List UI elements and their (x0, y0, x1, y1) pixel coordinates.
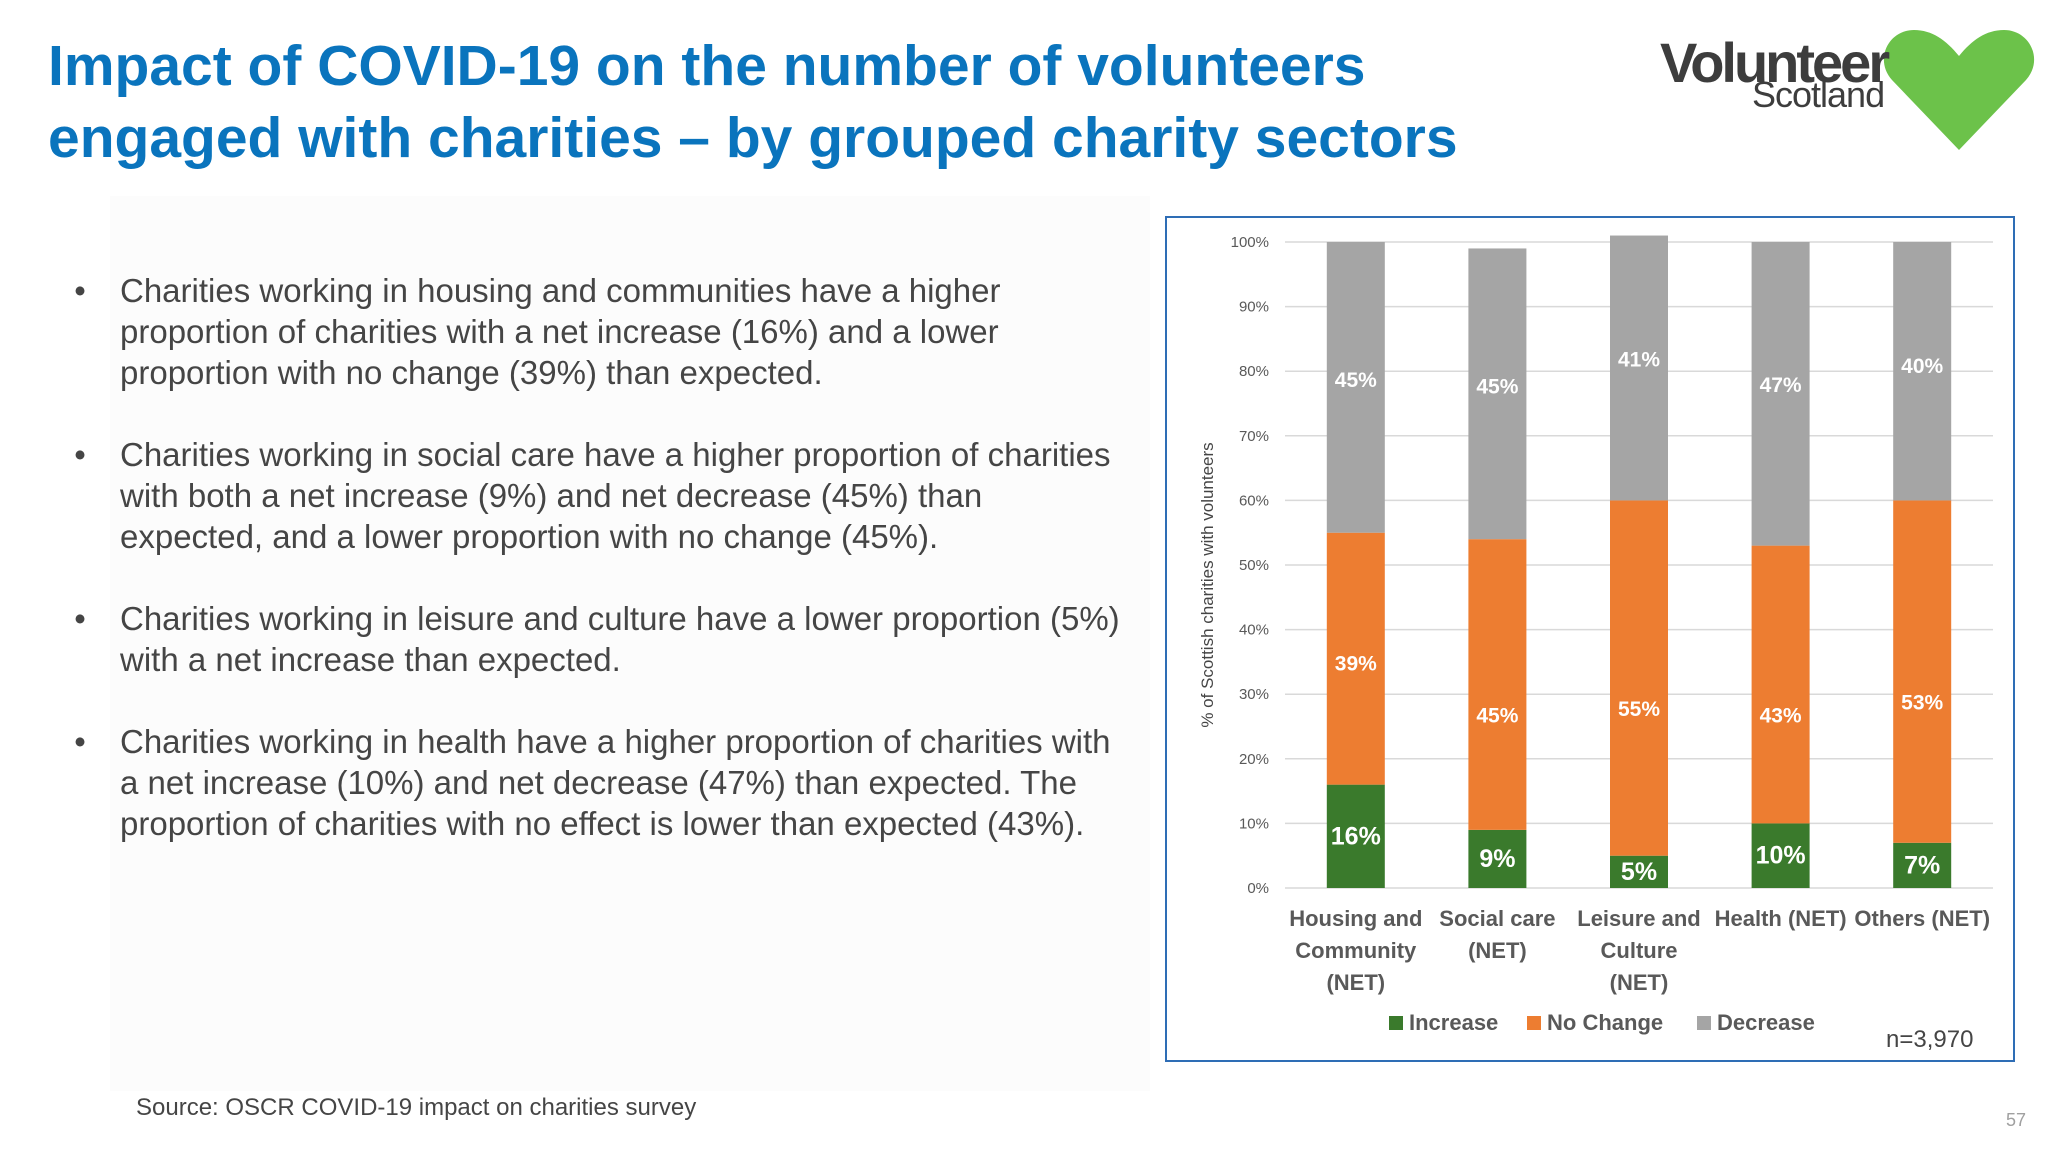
bar-segment-decrease (1610, 235, 1668, 501)
bar-segment-decrease (1326, 242, 1385, 533)
bar-segment-increase (1326, 784, 1385, 888)
bar-segment-decrease (1751, 242, 1810, 546)
y-tick-label: 100% (1231, 234, 1269, 251)
legend-label: Increase (1409, 1010, 1498, 1035)
x-category-label: Others (NET) (1854, 906, 1990, 931)
data-label: 10% (1756, 842, 1806, 870)
bullet-dot: • (74, 272, 86, 309)
volunteer-scotland-logo: Volunteer Scotland (1660, 22, 2040, 152)
sample-size-label: n=3,970 (1886, 1026, 1974, 1053)
x-category-label: Social care (1439, 906, 1555, 931)
data-label: 7% (1904, 851, 1940, 879)
x-category-label: Community (1295, 938, 1417, 963)
chart-frame: 0% 10% 20% 30% 40% 50% 60% 70% 80% 90% 100% % of Sc… (1165, 216, 2015, 1062)
x-category-label: Health (NET) (1715, 906, 1847, 931)
x-category-label: Housing and (1289, 906, 1422, 931)
logo-sub: Scotland (1752, 74, 1885, 115)
y-tick-label: 40% (1239, 622, 1269, 639)
bar-segment-increase (1610, 855, 1668, 888)
slide-title: Impact of COVID-19 on the number of volu… (48, 30, 1608, 174)
data-label: 47% (1760, 374, 1802, 397)
legend-swatch (1389, 1016, 1403, 1030)
y-tick-label: 70% (1239, 428, 1269, 445)
bar-segment-no-change (1468, 539, 1527, 830)
x-category-label: Leisure and (1577, 906, 1700, 931)
bullet-dot: • (74, 723, 86, 760)
bar-segment-decrease (1468, 248, 1527, 540)
data-label: 45% (1335, 369, 1377, 392)
page-number: 57 (2005, 1110, 2026, 1130)
logo-word: Volunteer (1660, 31, 1890, 94)
x-category-label: (NET) (1468, 938, 1527, 963)
bar-segment-no-change (1751, 545, 1810, 824)
bar-segment-no-change (1610, 500, 1668, 856)
bullet-dot: • (74, 600, 86, 637)
stacked-bar-chart: 0% 10% 20% 30% 40% 50% 60% 70% 80% 90% 100% % of Sc… (1198, 234, 1993, 1035)
legend-swatch (1527, 1016, 1541, 1030)
x-category-label: Culture (1601, 938, 1678, 963)
bar-segment-decrease (1893, 242, 1952, 501)
data-label: 16% (1331, 822, 1381, 850)
bullet-text: Charities working in leisure and culture… (120, 600, 1120, 678)
data-label: 41% (1618, 349, 1660, 372)
title-line-1: Impact of COVID-19 on the number of volu… (48, 34, 1366, 98)
data-label: 45% (1476, 375, 1518, 398)
y-tick-label: 30% (1239, 686, 1269, 703)
y-tick-label: 0% (1247, 880, 1269, 897)
data-label: 5% (1621, 858, 1657, 886)
bullet-dot: • (74, 436, 86, 473)
bar-segment-increase (1468, 829, 1527, 888)
bar-segment-no-change (1893, 500, 1952, 843)
bullet-item: • Charities working in health have a high… (70, 721, 1130, 844)
y-tick-label: 80% (1239, 363, 1269, 380)
legend-label: Decrease (1717, 1010, 1815, 1035)
legend-label: No Change (1547, 1010, 1663, 1035)
heart-icon (1883, 30, 2035, 150)
bar-segment-no-change (1326, 532, 1385, 785)
data-label: 45% (1476, 705, 1518, 728)
bullet-text: Charities working in housing and communi… (120, 272, 1001, 391)
bullet-item: • Charities working in leisure and cultur… (70, 598, 1130, 680)
bullet-item: • Charities working in social care have a… (70, 434, 1130, 557)
title-line-2: engaged with charities – by grouped char… (48, 106, 1458, 170)
x-category-label: (NET) (1610, 970, 1669, 995)
legend-swatch (1697, 1016, 1711, 1030)
text-panel (110, 196, 1150, 1091)
bar-segment-increase (1893, 842, 1952, 888)
data-label: 55% (1618, 698, 1660, 721)
y-tick-label: 10% (1239, 815, 1269, 832)
data-label: 40% (1901, 355, 1943, 378)
x-category-label: (NET) (1326, 970, 1385, 995)
source-note: Source: OSCR COVID-19 impact on charitie… (136, 1094, 697, 1121)
y-axis-title: % of Scottish charities with volunteers (1198, 442, 1217, 727)
y-tick-label: 90% (1239, 299, 1269, 316)
y-tick-label: 50% (1239, 557, 1269, 574)
bullet-text: Charities working in social care have a … (120, 436, 1111, 555)
y-tick-label: 20% (1239, 751, 1269, 768)
data-label: 43% (1760, 705, 1802, 728)
bar-segment-increase (1751, 823, 1810, 888)
data-label: 53% (1901, 692, 1943, 715)
bullet-item: • Charities working in housing and commun… (70, 270, 1130, 393)
data-label: 9% (1479, 845, 1515, 873)
bullet-text: Charities working in health have a highe… (120, 723, 1111, 842)
data-label: 39% (1335, 653, 1377, 676)
y-tick-label: 60% (1239, 492, 1269, 509)
bullet-list: • Charities working in housing and commun… (70, 270, 1130, 885)
